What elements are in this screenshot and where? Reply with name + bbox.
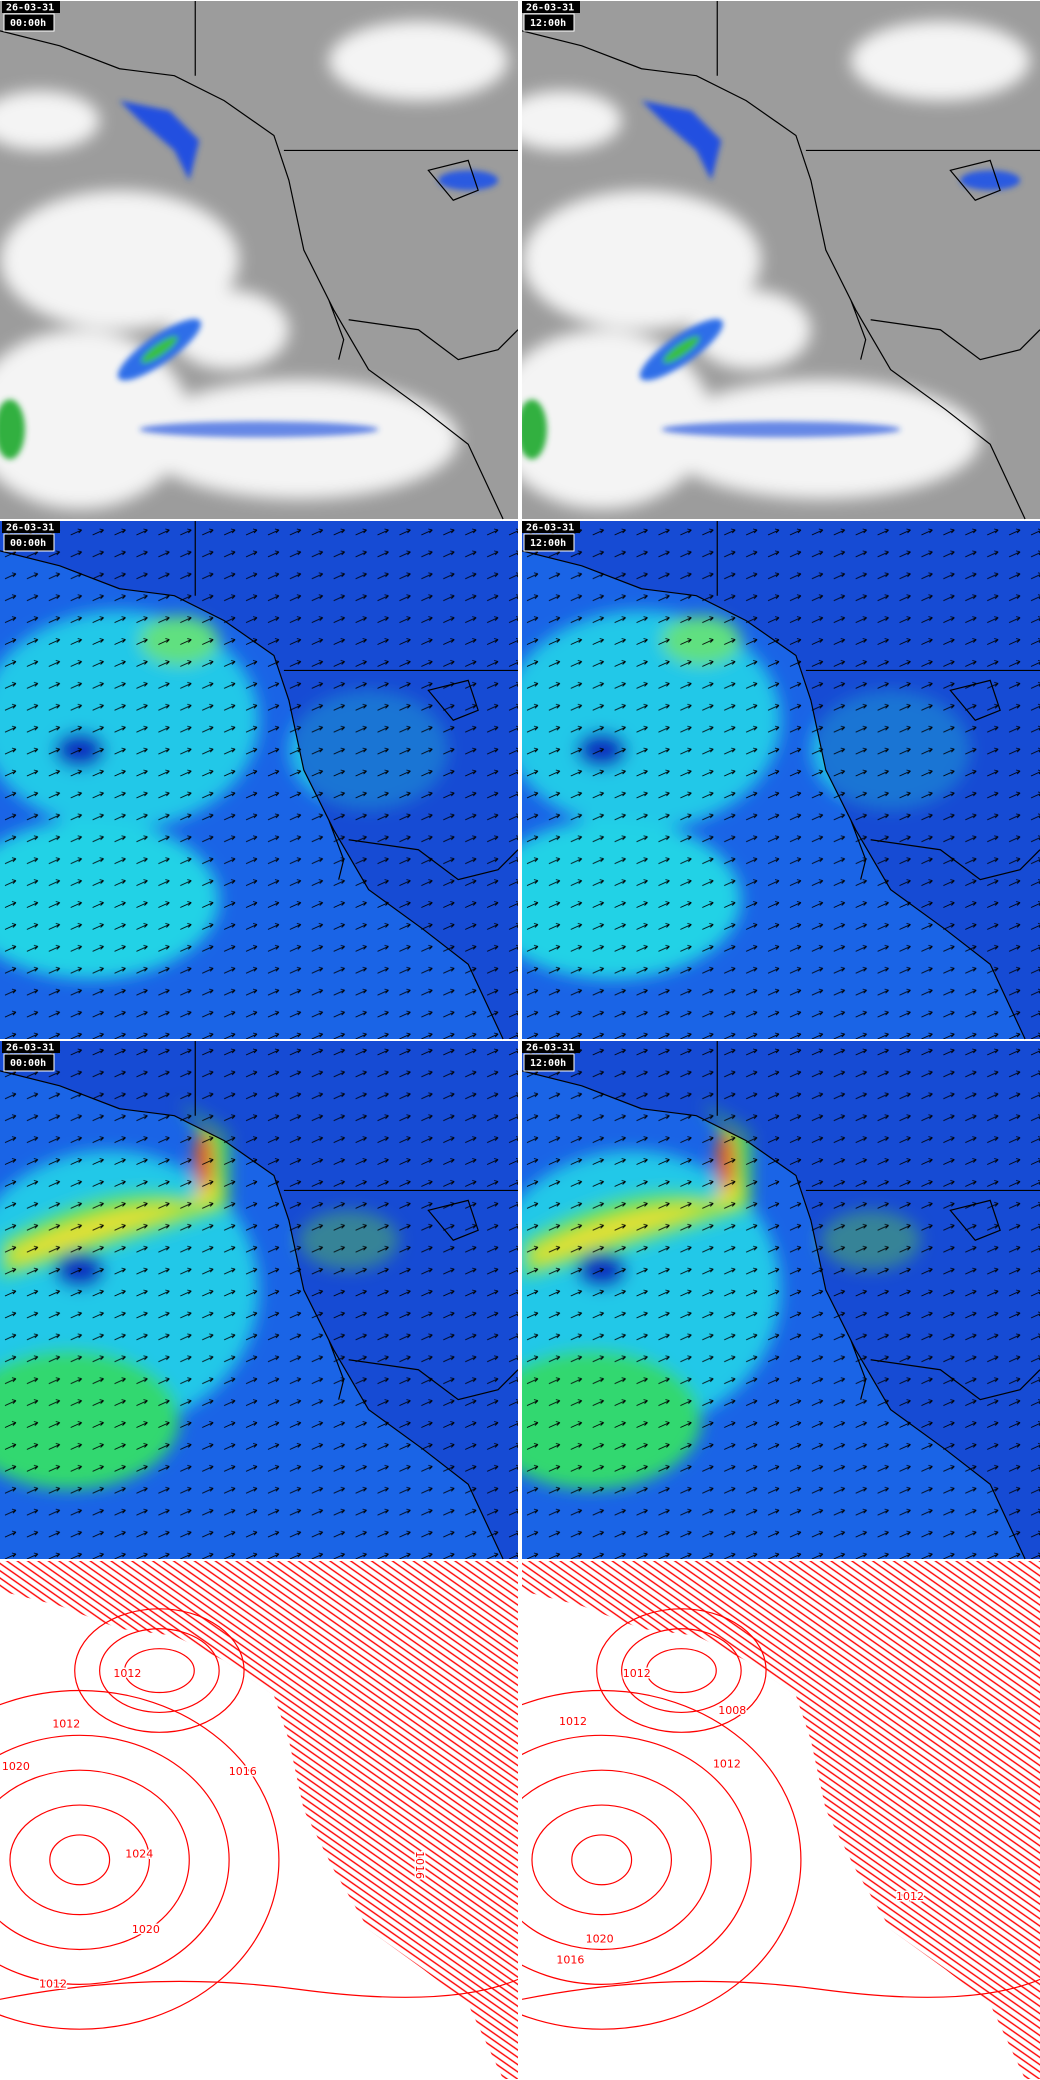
map-image <box>0 1 518 519</box>
map-image <box>492 1 1040 519</box>
map-image <box>0 521 518 1039</box>
time-box <box>3 533 55 552</box>
contour-label: 1020 <box>2 1760 30 1773</box>
time-box <box>523 13 575 32</box>
date-label: 26-03-31 <box>526 3 574 14</box>
date-label: 26-03-31 <box>6 3 54 14</box>
contour-label: 1012 <box>623 1667 651 1680</box>
date-label: 26-03-31 <box>6 523 54 534</box>
contour-label: 1012 <box>52 1717 80 1730</box>
time-box <box>523 1053 575 1072</box>
contour-label: 1020 <box>586 1932 614 1945</box>
date-box <box>522 1 580 13</box>
date-box <box>2 521 60 533</box>
map-image <box>0 1561 518 2079</box>
map-panel: 26-03-31 12:00h <box>492 1 1040 519</box>
map-panel: 26-03-31 12:00h <box>482 1041 1040 1559</box>
date-box <box>522 1041 580 1053</box>
map-panel: 26-03-31 00:00h <box>0 521 518 1039</box>
contour-label: 1020 <box>132 1923 160 1936</box>
contour-label: 1012 <box>896 1890 924 1903</box>
map-image <box>482 521 1040 1039</box>
map-panel <box>0 1561 518 2079</box>
date-label: 26-03-31 <box>6 1043 54 1054</box>
contour-label: 1012 <box>39 1977 67 1990</box>
contour-label: 1012 <box>113 1667 141 1680</box>
date-box <box>2 1041 60 1053</box>
time-box <box>3 13 55 32</box>
date-box <box>522 521 580 533</box>
time-label: 12:00h <box>530 538 566 549</box>
contour-label: 1024 <box>125 1847 153 1860</box>
contour-label: 1016 <box>229 1765 257 1778</box>
map-panel: 26-03-31 12:00h <box>482 521 1040 1039</box>
contour-label: 1016 <box>413 1851 426 1879</box>
time-label: 00:00h <box>10 1058 46 1069</box>
time-box <box>3 1053 55 1072</box>
contour-label: 1012 <box>713 1757 741 1770</box>
time-label: 12:00h <box>530 18 566 29</box>
map-panel: 26-03-31 00:00h <box>0 1 518 519</box>
contour-label: 1012 <box>559 1715 587 1728</box>
time-label: 12:00h <box>530 1058 566 1069</box>
date-label: 26-03-31 <box>526 1043 574 1054</box>
map-image <box>482 1041 1040 1559</box>
date-label: 26-03-31 <box>526 523 574 534</box>
contour-label: 1016 <box>556 1954 584 1967</box>
time-label: 00:00h <box>10 538 46 549</box>
time-box <box>523 533 575 552</box>
date-box <box>2 1 60 13</box>
contour-label: 1008 <box>718 1704 746 1717</box>
map-panel: 26-03-31 00:00h <box>0 1041 518 1559</box>
map-image <box>0 1041 518 1559</box>
time-label: 00:00h <box>10 18 46 29</box>
